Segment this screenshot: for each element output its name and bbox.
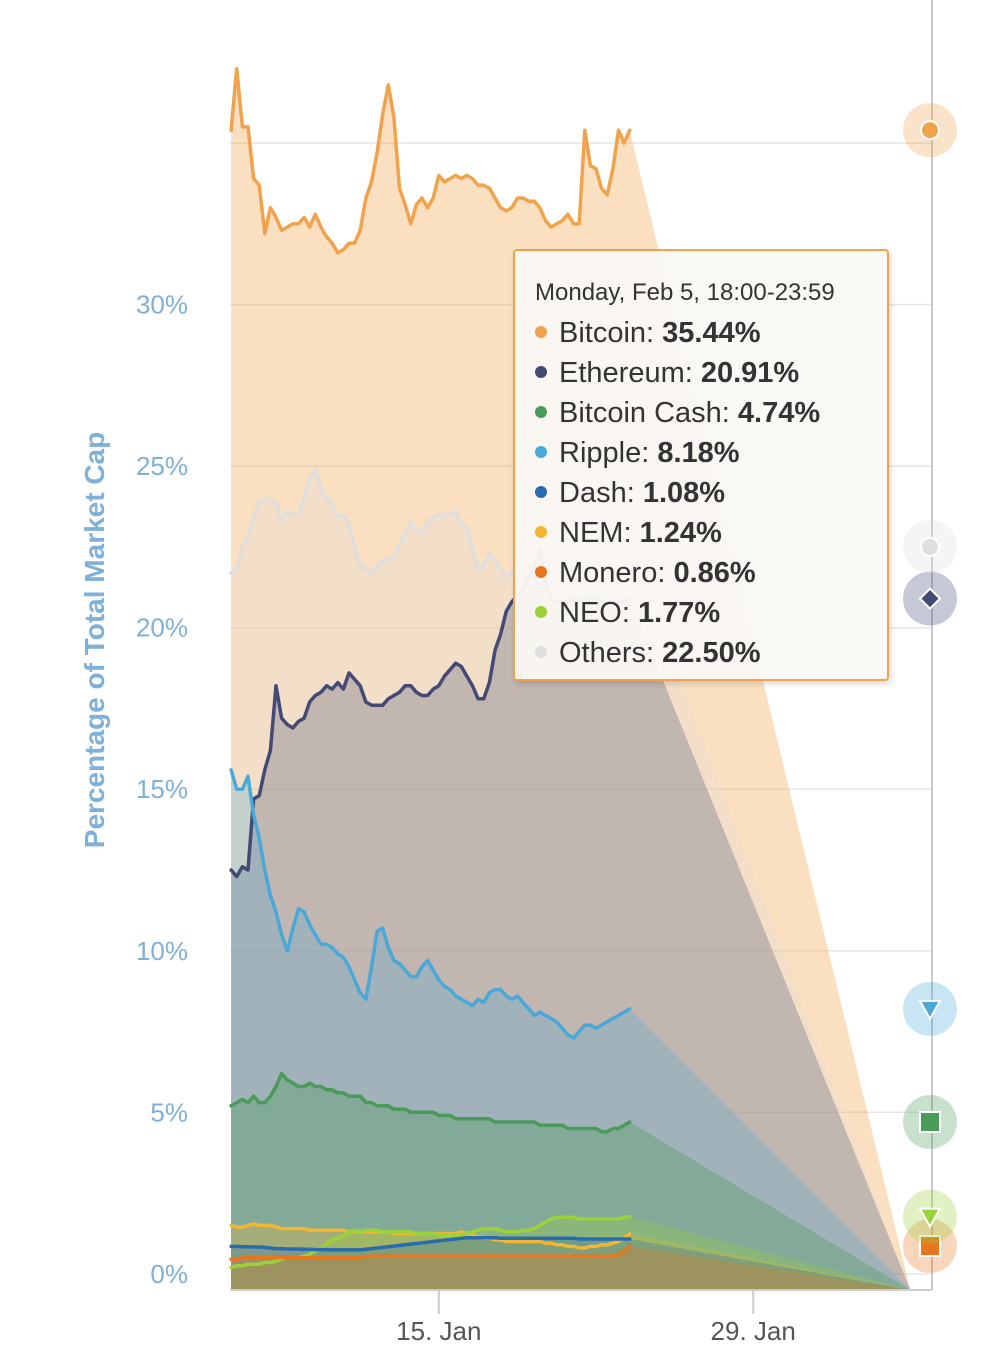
tooltip-row-value: 0.86% <box>673 557 756 589</box>
line-dash <box>229 1235 632 1252</box>
y-axis-label: Percentage of Total Market Cap <box>79 432 110 848</box>
tooltip-row-label: Ripple: <box>559 437 658 469</box>
y-tick-label: 20% <box>136 613 188 643</box>
tooltip-row-ethereum: Ethereum: 20.91% <box>535 353 887 393</box>
series-areas <box>231 68 911 1290</box>
area-bitcoin-cash <box>231 1073 911 1290</box>
tooltip-dot-icon <box>535 326 547 339</box>
tooltip-row-ripple: Ripple: 8.18% <box>535 433 887 473</box>
tooltip-row-label: NEM: <box>559 517 640 549</box>
tooltip-row-others: Others: 22.50% <box>535 633 887 673</box>
area-ripple <box>231 769 911 1290</box>
tooltip-row-label: Others: <box>559 637 663 669</box>
marker-neo <box>903 1189 957 1244</box>
tooltip-row-value: 20.91% <box>700 357 800 389</box>
triangle-marker-icon <box>918 999 942 1021</box>
tooltip-row-value: 35.44% <box>662 317 761 349</box>
tooltip-row-label: Bitcoin: <box>559 317 663 349</box>
series-lines <box>229 67 632 1270</box>
tooltip-dot-icon <box>535 526 547 539</box>
circle-marker-icon <box>920 536 940 557</box>
tooltip-row-monero: Monero: 0.86% <box>535 553 887 593</box>
marker-monero <box>903 1219 957 1274</box>
tooltip-row-label: NEO: <box>559 597 638 629</box>
square-marker-icon <box>919 1235 941 1258</box>
y-tick-label: 5% <box>150 1097 188 1127</box>
area-others <box>231 469 911 1290</box>
triangle-marker-icon <box>918 1207 942 1229</box>
tooltip-row-label: Ethereum: <box>559 357 701 389</box>
tooltip-header: Monday, Feb 5, 18:00-23:59 <box>535 279 835 306</box>
diamond-marker-icon <box>918 587 942 611</box>
y-tick-label: 25% <box>136 451 188 481</box>
tooltip-row-value: 1.08% <box>642 477 726 509</box>
tooltip-row-value: 4.74% <box>737 397 821 429</box>
marker-others <box>903 519 957 574</box>
area-ethereum <box>231 550 911 1290</box>
tooltip-dot-icon <box>535 566 547 579</box>
y-tick-label: 30% <box>136 290 188 320</box>
line-ripple <box>229 768 632 1040</box>
tooltip-dot-icon <box>535 606 547 619</box>
line-bitcoin-cash <box>229 1071 632 1134</box>
tooltip-row-label: Bitcoin Cash: <box>559 397 738 429</box>
tooltip-row-dash: Dash: 1.08% <box>535 473 887 513</box>
axes: 0% 5% 10% 15% 20% 25% 30% 15. Jan 29. Jan <box>136 0 933 1346</box>
tooltip-dot-icon <box>535 486 547 499</box>
marker-bitcoin <box>903 103 957 158</box>
area-dash <box>231 1237 911 1290</box>
x-tick-label: 15. Jan <box>396 1316 481 1346</box>
tooltip-row-neo: NEO: 1.77% <box>535 593 887 633</box>
marker-ripple <box>903 981 957 1036</box>
x-tick-label: 29. Jan <box>711 1316 796 1346</box>
y-tick-label: 10% <box>136 936 188 966</box>
tooltip: Monday, Feb 5, 18:00-23:59 Bitcoin: 35.4… <box>513 249 889 681</box>
line-monero <box>229 1244 632 1262</box>
tooltip-dot-icon <box>535 646 547 659</box>
tooltip-row-bitcoin: Bitcoin: 35.44% <box>535 313 887 353</box>
marker-ethereum <box>903 571 957 626</box>
square-marker-icon <box>919 1111 941 1133</box>
tooltip-dot-icon <box>535 366 547 379</box>
y-tick-label: 15% <box>136 774 188 804</box>
tooltip-dot-icon <box>535 406 547 419</box>
tooltip-row-label: Dash: <box>559 477 643 509</box>
tooltip-row-value: 22.50% <box>662 637 761 669</box>
tooltip-rows: Bitcoin: 35.44% Ethereum: 20.91% Bitcoin C… <box>535 313 887 673</box>
tooltip-row-label: Monero: <box>559 557 674 589</box>
marker-bitcoin-cash <box>903 1095 957 1149</box>
tooltip-row-bitcoin-cash: Bitcoin Cash: 4.74% <box>535 393 887 433</box>
tooltip-row-value: 8.18% <box>657 437 740 469</box>
y-tick-label: 0% <box>150 1259 188 1289</box>
tooltip-row-value: 1.24% <box>639 517 722 549</box>
line-bitcoin <box>229 67 632 255</box>
circle-marker-icon <box>920 120 940 141</box>
tooltip-dot-icon <box>535 446 547 459</box>
tooltip-row-nem: NEM: 1.24% <box>535 513 887 553</box>
tooltip-row-value: 1.77% <box>637 597 721 629</box>
series-end-markers <box>903 103 957 1274</box>
